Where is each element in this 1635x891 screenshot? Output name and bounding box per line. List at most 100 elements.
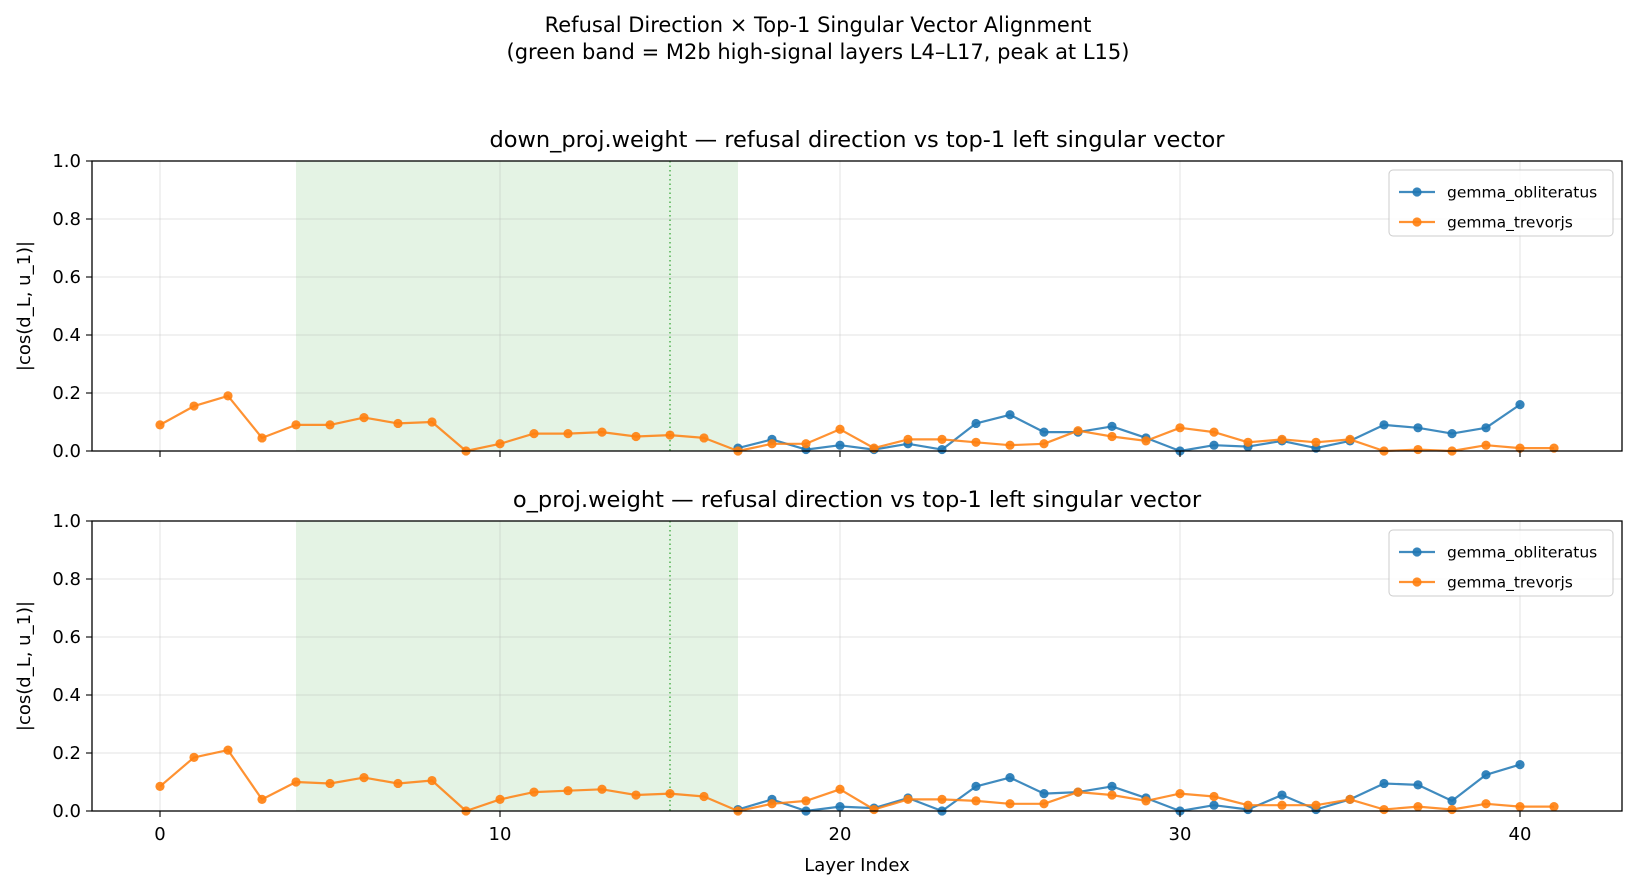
- legend-swatch-marker: [1412, 187, 1422, 197]
- legend-label: gemma_trevorjs: [1447, 214, 1573, 233]
- data-point-gemma_obliteratus: [1005, 410, 1015, 420]
- data-point-gemma_trevorjs: [359, 773, 369, 783]
- series-line-gemma_trevorjs: [159, 748, 1554, 813]
- data-point-gemma_obliteratus: [937, 444, 947, 455]
- legend-frame: [1388, 169, 1614, 237]
- data-point-gemma_trevorjs: [699, 433, 709, 443]
- data-point-gemma_trevorjs: [223, 745, 233, 755]
- y-axis-label: |cos(d_L, u_1)|: [14, 241, 35, 371]
- highlight-band: [296, 161, 738, 451]
- data-point-gemma_obliteratus: [1005, 773, 1015, 783]
- data-point-gemma_trevorjs: [1141, 796, 1151, 806]
- y-tick-label: 1.0: [52, 151, 81, 172]
- legend-swatch-marker: [1412, 547, 1422, 557]
- panel-down-proj: 0.0 0.2 0.4 0.6 0.8 1.0 down_proj.weight — ref…: [14, 127, 1623, 462]
- data-point-gemma_trevorjs: [529, 787, 539, 797]
- data-point-gemma_obliteratus: [835, 440, 845, 450]
- data-point-gemma_trevorjs: [835, 424, 845, 434]
- data-point-gemma_obliteratus: [1481, 770, 1491, 780]
- data-point-gemma_trevorjs: [1073, 787, 1083, 797]
- data-point-gemma_obliteratus: [1107, 421, 1117, 431]
- data-point-gemma_trevorjs: [189, 401, 199, 411]
- data-point-gemma_trevorjs: [1379, 804, 1389, 815]
- legend-swatch-marker: [1412, 577, 1422, 587]
- y-tick-label: 0.6: [52, 267, 81, 288]
- data-point-gemma_obliteratus: [1413, 780, 1423, 790]
- data-point-gemma_obliteratus: [1379, 420, 1389, 430]
- legend-frame: [1388, 529, 1614, 597]
- panel-title: o_proj.weight — refusal direction vs top…: [513, 487, 1202, 513]
- data-point-gemma_obliteratus: [1379, 778, 1389, 789]
- data-point-gemma_trevorjs: [257, 794, 267, 805]
- legend-swatch-marker: [1412, 217, 1422, 227]
- data-point-gemma_trevorjs: [155, 420, 165, 430]
- data-point-gemma_trevorjs: [631, 431, 641, 442]
- data-point-gemma_trevorjs: [1005, 440, 1015, 450]
- data-point-gemma_trevorjs: [1243, 800, 1253, 810]
- data-point-gemma_trevorjs: [1039, 799, 1049, 809]
- data-point-gemma_trevorjs: [631, 790, 641, 800]
- series-group: [155, 745, 1559, 816]
- x-axis-label: Layer Index: [804, 855, 910, 876]
- data-point-gemma_trevorjs: [1107, 431, 1117, 442]
- data-point-gemma_trevorjs: [495, 794, 505, 805]
- data-point-gemma_trevorjs: [291, 777, 301, 787]
- data-point-gemma_trevorjs: [393, 418, 403, 429]
- data-point-gemma_trevorjs: [1209, 791, 1219, 802]
- data-point-gemma_trevorjs: [257, 433, 267, 443]
- data-point-gemma_obliteratus: [971, 781, 981, 791]
- data-point-gemma_trevorjs: [903, 794, 913, 805]
- data-point-gemma_trevorjs: [393, 778, 403, 789]
- data-point-gemma_trevorjs: [801, 439, 811, 449]
- data-point-gemma_trevorjs: [1413, 802, 1423, 812]
- data-point-gemma_trevorjs: [1005, 799, 1015, 809]
- data-point-gemma_trevorjs: [1311, 437, 1321, 447]
- data-point-gemma_obliteratus: [1447, 429, 1457, 439]
- data-point-gemma_trevorjs: [495, 439, 505, 449]
- data-point-gemma_trevorjs: [597, 784, 607, 794]
- data-point-gemma_obliteratus: [1447, 796, 1457, 806]
- y-axis-label: |cos(d_L, u_1)|: [14, 601, 35, 731]
- data-point-gemma_trevorjs: [1277, 800, 1287, 810]
- suptitle-line-2: (green band = M2b high-signal layers L4–…: [507, 40, 1130, 64]
- y-tick-label: 0.0: [52, 441, 81, 462]
- data-point-gemma_trevorjs: [1243, 437, 1253, 447]
- data-point-gemma_trevorjs: [325, 778, 335, 789]
- data-point-gemma_obliteratus: [1039, 427, 1049, 437]
- data-point-gemma_trevorjs: [767, 439, 777, 449]
- data-point-gemma_trevorjs: [937, 794, 947, 805]
- data-point-gemma_trevorjs: [1073, 426, 1083, 436]
- panel-title: down_proj.weight — refusal direction vs …: [489, 127, 1225, 153]
- x-tick-label: 10: [489, 824, 512, 845]
- axes-frame: [91, 160, 1623, 452]
- x-tick-label: 0: [154, 824, 165, 845]
- data-point-gemma_obliteratus: [1515, 760, 1525, 770]
- data-point-gemma_obliteratus: [1481, 423, 1491, 433]
- data-point-gemma_trevorjs: [1175, 789, 1185, 799]
- x-tick-label: 30: [1169, 824, 1192, 845]
- y-tick-label: 1.0: [52, 511, 81, 532]
- data-point-gemma_trevorjs: [189, 752, 199, 762]
- data-point-gemma_trevorjs: [665, 430, 675, 440]
- data-point-gemma_trevorjs: [1413, 444, 1423, 455]
- data-point-gemma_obliteratus: [971, 418, 981, 429]
- data-point-gemma_trevorjs: [1515, 802, 1525, 812]
- data-point-gemma_trevorjs: [767, 799, 777, 809]
- data-point-gemma_trevorjs: [291, 420, 301, 430]
- data-point-gemma_trevorjs: [1277, 434, 1287, 444]
- data-point-gemma_trevorjs: [903, 434, 913, 444]
- series-line-gemma_trevorjs: [159, 394, 1554, 453]
- data-point-gemma_trevorjs: [1311, 800, 1321, 810]
- y-tick-label: 0.8: [52, 569, 81, 590]
- data-point-gemma_trevorjs: [597, 427, 607, 437]
- data-point-gemma_trevorjs: [223, 391, 233, 401]
- data-point-gemma_trevorjs: [1345, 794, 1355, 805]
- y-tick-label: 0.2: [52, 743, 81, 764]
- legend: gemma_obliteratus gemma_trevorjs: [1388, 529, 1614, 597]
- data-point-gemma_trevorjs: [325, 420, 335, 430]
- data-point-gemma_trevorjs: [937, 434, 947, 444]
- data-point-gemma_trevorjs: [529, 429, 539, 439]
- legend-label: gemma_obliteratus: [1447, 184, 1597, 203]
- data-point-gemma_obliteratus: [835, 802, 845, 812]
